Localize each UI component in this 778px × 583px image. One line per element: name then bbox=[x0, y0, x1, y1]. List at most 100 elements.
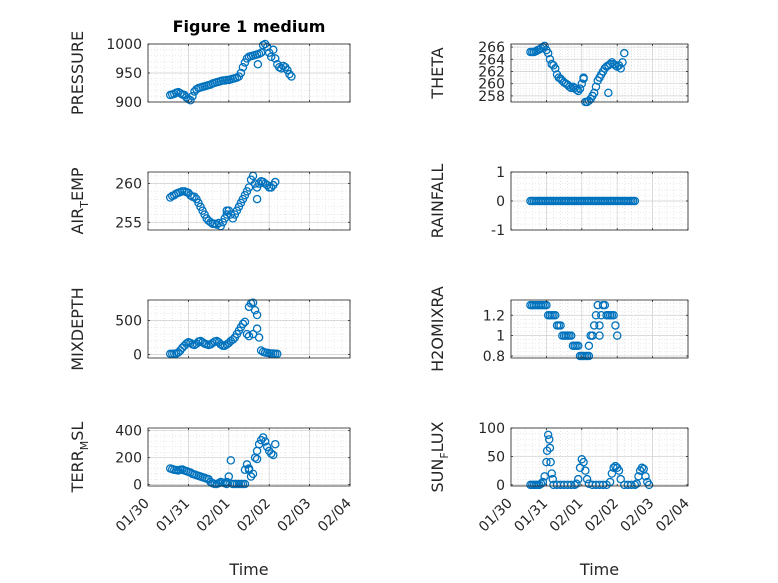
data-point bbox=[242, 460, 252, 469]
data-point bbox=[591, 311, 601, 320]
data-point bbox=[238, 319, 248, 329]
x-tick-label: 02/01 bbox=[547, 496, 587, 536]
y-tick-label: 264 bbox=[478, 52, 505, 68]
x-tick-label: 02/03 bbox=[275, 496, 315, 536]
data-point bbox=[611, 321, 620, 330]
data-point bbox=[577, 79, 587, 88]
data-point bbox=[271, 439, 280, 449]
data-point bbox=[540, 472, 549, 481]
data-point bbox=[224, 472, 234, 481]
data-point bbox=[258, 433, 268, 442]
axes-box bbox=[510, 43, 689, 103]
data-point bbox=[546, 457, 555, 467]
data-point bbox=[240, 317, 250, 327]
subplot-7: 0 200 400 01/30 01/31 02/01 02/02 02/03 02/04 Tim… bbox=[68, 422, 355, 579]
data-point bbox=[551, 64, 560, 73]
plot-area bbox=[148, 428, 350, 486]
data-point bbox=[273, 349, 282, 359]
data-point bbox=[240, 58, 250, 67]
data-point bbox=[574, 474, 583, 484]
y-tick-label: 262 bbox=[478, 64, 505, 80]
data-point bbox=[544, 435, 554, 444]
y-tick-label: 0 bbox=[496, 478, 505, 494]
subplot-1: 900 950 1000 PRESSURE Figure 1 medium bbox=[68, 17, 351, 115]
x-tick-label: 02/04 bbox=[315, 495, 355, 535]
data-point bbox=[605, 59, 615, 69]
y-tick-label: 100 bbox=[478, 421, 505, 437]
data-point bbox=[252, 324, 262, 333]
data-point bbox=[566, 83, 576, 93]
data-point bbox=[641, 472, 650, 481]
axes-box bbox=[510, 427, 689, 487]
y-tick-label: 900 bbox=[115, 95, 142, 111]
data-point bbox=[252, 194, 262, 204]
data-points bbox=[165, 298, 282, 359]
data-point bbox=[572, 479, 581, 488]
x-tick-label: 02/01 bbox=[194, 496, 234, 536]
data-point bbox=[242, 329, 252, 339]
data-point bbox=[244, 331, 254, 341]
minor-grid bbox=[510, 300, 689, 358]
x-tick-label: 01/31 bbox=[153, 496, 193, 536]
data-point bbox=[266, 449, 276, 458]
data-point bbox=[542, 446, 552, 455]
data-point bbox=[182, 339, 191, 348]
data-point bbox=[595, 331, 604, 340]
data-point bbox=[240, 465, 250, 475]
data-point bbox=[598, 480, 608, 490]
y-axis-label: MIXDEPTH bbox=[68, 287, 87, 370]
data-points bbox=[526, 430, 654, 490]
data-point bbox=[186, 190, 195, 200]
data-point bbox=[616, 64, 625, 73]
data-point bbox=[548, 474, 558, 484]
data-points bbox=[526, 196, 640, 206]
data-point bbox=[226, 456, 236, 465]
data-point bbox=[250, 305, 260, 315]
data-point bbox=[190, 192, 199, 201]
x-tick-label: 02/02 bbox=[582, 496, 622, 536]
subplot-4: -1 0 1 RAINFALL bbox=[428, 164, 689, 239]
data-point bbox=[618, 58, 627, 67]
data-point bbox=[188, 91, 197, 101]
x-tick-label: 02/03 bbox=[618, 496, 658, 536]
data-point bbox=[277, 64, 286, 73]
data-point bbox=[600, 300, 610, 310]
y-tick-label: -1 bbox=[491, 223, 505, 239]
x-tick-label: 01/30 bbox=[113, 496, 153, 536]
data-point bbox=[254, 179, 264, 188]
data-point bbox=[591, 82, 601, 91]
y-tick-label: 258 bbox=[478, 89, 505, 105]
data-point bbox=[584, 351, 594, 361]
data-point bbox=[248, 298, 258, 307]
data-point bbox=[283, 65, 292, 75]
y-tick-label: 0.8 bbox=[483, 349, 505, 365]
y-tick-label: 0 bbox=[133, 348, 142, 364]
data-point bbox=[551, 311, 560, 320]
data-point bbox=[582, 474, 592, 484]
data-point bbox=[244, 465, 254, 475]
y-tick-label: 1 bbox=[496, 329, 505, 345]
data-point bbox=[637, 463, 647, 473]
data-point bbox=[574, 86, 583, 96]
data-point bbox=[271, 54, 280, 63]
subplot-3: 255 260 AIRTEMP bbox=[68, 167, 351, 235]
chart-title: Figure 1 medium bbox=[173, 17, 326, 36]
data-point bbox=[268, 450, 278, 460]
x-tick-label: 02/04 bbox=[653, 495, 693, 535]
y-tick-label: 1 bbox=[496, 165, 505, 181]
data-point bbox=[612, 331, 622, 340]
data-point bbox=[222, 479, 232, 489]
data-point bbox=[589, 88, 599, 98]
plot-area bbox=[511, 428, 688, 486]
data-point bbox=[216, 340, 225, 349]
data-point bbox=[579, 457, 588, 467]
data-point bbox=[238, 62, 248, 72]
plot-area bbox=[148, 172, 350, 230]
x-tick-label: 02/02 bbox=[234, 496, 274, 536]
data-point bbox=[543, 430, 553, 440]
data-point bbox=[547, 469, 556, 478]
data-point bbox=[248, 329, 258, 339]
data-point bbox=[572, 85, 581, 95]
